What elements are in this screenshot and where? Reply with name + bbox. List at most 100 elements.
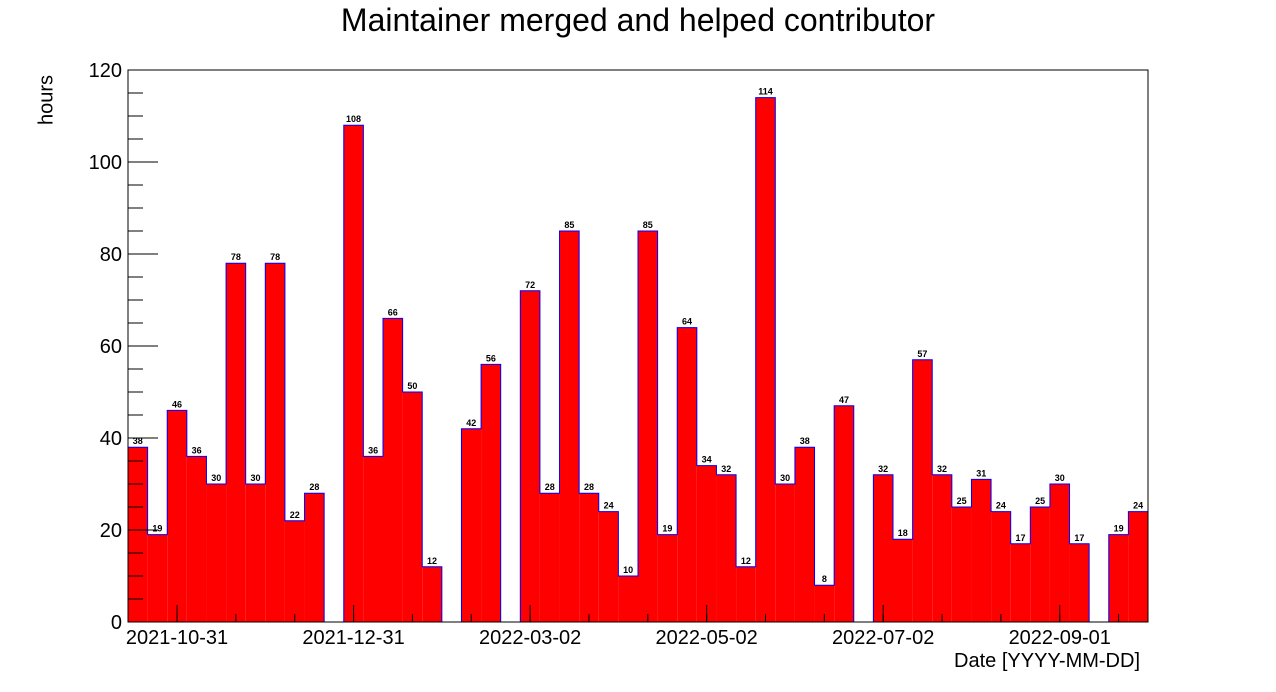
histogram-outline bbox=[127, 97, 1149, 623]
bar bbox=[1030, 507, 1050, 622]
value-label: 36 bbox=[192, 445, 202, 455]
y-tick-label: 100 bbox=[89, 152, 122, 174]
bar bbox=[1108, 534, 1129, 622]
value-label: 30 bbox=[780, 473, 790, 483]
value-label: 64 bbox=[682, 317, 692, 327]
bar bbox=[755, 97, 776, 623]
bar bbox=[834, 405, 854, 622]
bar bbox=[481, 364, 501, 622]
value-label: 78 bbox=[270, 252, 280, 262]
bar bbox=[971, 479, 992, 622]
bar bbox=[775, 484, 795, 622]
bar bbox=[284, 520, 305, 622]
x-axis-label: Date [YYYY-MM-DD] bbox=[954, 650, 1140, 672]
value-label: 17 bbox=[1015, 533, 1025, 543]
axes-group: 0 20 40 60 80 100 120 2021-10-31 2021-12-31 2022-… bbox=[89, 60, 1149, 649]
value-label: 47 bbox=[839, 395, 849, 405]
bar bbox=[383, 318, 403, 622]
value-label: 22 bbox=[290, 510, 300, 520]
bar bbox=[402, 392, 423, 622]
value-label: 25 bbox=[957, 496, 967, 506]
value-label: 12 bbox=[427, 556, 437, 566]
value-label: 24 bbox=[604, 501, 614, 511]
value-label: 30 bbox=[1055, 473, 1065, 483]
bar bbox=[677, 327, 697, 622]
bar bbox=[422, 566, 442, 622]
bar bbox=[520, 290, 540, 622]
value-label: 25 bbox=[1035, 496, 1045, 506]
bar bbox=[147, 534, 168, 622]
value-label: 85 bbox=[564, 220, 574, 230]
value-label: 28 bbox=[584, 482, 594, 492]
bar bbox=[559, 231, 580, 622]
y-tick-label: 80 bbox=[100, 244, 122, 266]
bar bbox=[167, 410, 187, 622]
bar bbox=[461, 428, 482, 622]
bar bbox=[638, 231, 658, 622]
value-label: 19 bbox=[1114, 524, 1124, 534]
bar bbox=[363, 456, 383, 622]
value-label: 85 bbox=[643, 220, 653, 230]
value-label: 32 bbox=[937, 464, 947, 474]
value-label: 56 bbox=[486, 353, 496, 363]
value-label: 28 bbox=[309, 482, 319, 492]
value-label: 19 bbox=[152, 524, 162, 534]
value-label: 42 bbox=[466, 418, 476, 428]
bar bbox=[696, 465, 717, 622]
x-tick-label: 2022-03-02 bbox=[479, 627, 581, 649]
x-tick-label: 2022-05-02 bbox=[655, 627, 757, 649]
bar bbox=[912, 359, 933, 622]
bar bbox=[539, 493, 560, 622]
bar bbox=[226, 263, 246, 622]
value-labels-group: 3819463630783078222810836665012425672288… bbox=[133, 87, 1143, 585]
value-label: 12 bbox=[741, 556, 751, 566]
bar bbox=[991, 511, 1011, 622]
x-tick-label: 2022-09-01 bbox=[1009, 627, 1111, 649]
y-tick-label: 40 bbox=[100, 428, 122, 450]
x-tick-label: 2022-07-02 bbox=[832, 627, 934, 649]
value-label: 78 bbox=[231, 252, 241, 262]
value-label: 10 bbox=[623, 565, 633, 575]
value-label: 34 bbox=[702, 455, 712, 465]
value-label: 38 bbox=[800, 436, 810, 446]
value-label: 19 bbox=[662, 524, 672, 534]
value-label: 8 bbox=[822, 574, 827, 584]
value-label: 72 bbox=[525, 280, 535, 290]
value-label: 66 bbox=[388, 307, 398, 317]
y-tick-label: 20 bbox=[100, 520, 122, 542]
bar bbox=[1010, 543, 1031, 622]
bar bbox=[1049, 484, 1070, 622]
bar bbox=[1128, 511, 1148, 622]
bar bbox=[1069, 543, 1090, 622]
y-tick-label: 120 bbox=[89, 60, 122, 82]
chart-title: Maintainer merged and helped contributor bbox=[340, 2, 936, 38]
value-label: 24 bbox=[1133, 501, 1143, 511]
value-label: 57 bbox=[917, 349, 927, 359]
value-label: 36 bbox=[368, 445, 378, 455]
x-tick-label: 2021-10-31 bbox=[126, 627, 228, 649]
value-label: 32 bbox=[721, 464, 731, 474]
bar bbox=[794, 447, 815, 622]
bar bbox=[128, 447, 148, 622]
value-label: 18 bbox=[898, 528, 908, 538]
value-label: 30 bbox=[211, 473, 221, 483]
bar bbox=[932, 474, 952, 622]
value-label: 46 bbox=[172, 399, 182, 409]
bar bbox=[873, 474, 893, 622]
value-label: 114 bbox=[758, 87, 773, 97]
bar bbox=[598, 511, 619, 622]
bars-group bbox=[127, 97, 1149, 623]
value-label: 30 bbox=[250, 473, 260, 483]
bar bbox=[186, 456, 207, 622]
bar bbox=[736, 566, 756, 622]
y-tick-label: 60 bbox=[100, 336, 122, 358]
bar bbox=[716, 474, 737, 622]
value-label: 108 bbox=[346, 114, 361, 124]
bar bbox=[618, 576, 638, 622]
value-label: 31 bbox=[976, 468, 986, 478]
value-label: 28 bbox=[545, 482, 555, 492]
bar bbox=[245, 484, 266, 622]
bar bbox=[579, 493, 599, 622]
bar bbox=[304, 493, 325, 622]
value-label: 50 bbox=[407, 381, 417, 391]
